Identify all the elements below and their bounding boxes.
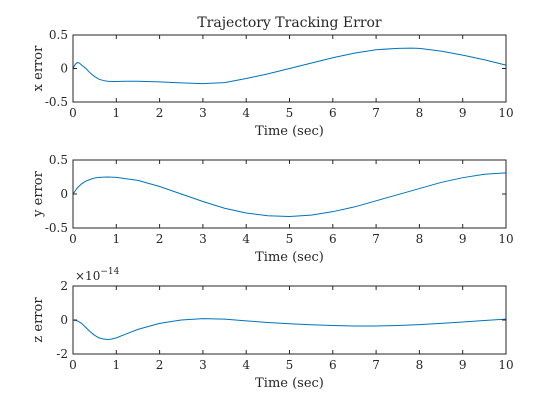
y-error-x-tick-label: 2 — [156, 232, 164, 246]
x-error-x-tick-label: 7 — [372, 106, 380, 120]
x-error-x-axis-label: Time (sec) — [255, 124, 324, 139]
y-error-x-tick-label: 10 — [498, 232, 513, 246]
z-error-x-tick-label: 0 — [69, 358, 77, 372]
x-error-y-axis-label: x error — [31, 45, 46, 91]
exponent-base: ×10 — [75, 269, 100, 283]
x-error-x-tick-label: 4 — [242, 106, 250, 120]
z-error-x-tick-label: 10 — [498, 358, 513, 372]
z-error-x-tick-label: 2 — [156, 358, 164, 372]
z-error-y-tick-label: 2 — [60, 279, 68, 293]
x-error-x-tick-label: 2 — [156, 106, 164, 120]
z-error-exponent-label: ×10−14 — [75, 267, 120, 283]
x-error-x-tick-label: 10 — [498, 106, 513, 120]
z-error-y-tick-label: 0 — [60, 313, 68, 327]
y-error-y-tick-label: 0 — [60, 187, 68, 201]
z-error-plot-area — [73, 286, 506, 354]
x-error-series-line — [72, 47, 507, 85]
y-error-x-tick-label: 6 — [329, 232, 337, 246]
x-error-y-tick-label: -0.5 — [45, 95, 68, 109]
y-error-series-line — [72, 172, 507, 217]
y-error-x-tick-label: 4 — [242, 232, 250, 246]
x-error-y-tick-label: 0.5 — [49, 28, 68, 42]
x-error-x-tick-label: 1 — [112, 106, 120, 120]
z-error-y-tick-label: -2 — [56, 347, 68, 361]
chart-title: Trajectory Tracking Error — [197, 15, 382, 31]
y-error-y-tick-label: 0.5 — [49, 153, 68, 167]
y-error-x-tick-label: 0 — [69, 232, 77, 246]
x-error-x-tick-label: 9 — [459, 106, 467, 120]
y-error-x-axis-label: Time (sec) — [255, 250, 324, 265]
x-error-x-tick-label: 5 — [286, 106, 294, 120]
z-error-y-axis-label: z error — [31, 297, 46, 343]
x-error-x-tick-label: 8 — [416, 106, 424, 120]
z-error-x-tick-label: 6 — [329, 358, 337, 372]
z-error-x-tick-label: 3 — [199, 358, 207, 372]
y-error-y-tick-label: -0.5 — [45, 221, 68, 235]
z-error-x-tick-label: 7 — [372, 358, 380, 372]
exponent-power: −14 — [100, 267, 119, 277]
y-error-x-tick-label: 9 — [459, 232, 467, 246]
z-error-series-line — [72, 318, 507, 341]
y-error-x-tick-label: 1 — [112, 232, 120, 246]
z-error-x-tick-label: 1 — [112, 358, 120, 372]
z-error-x-tick-label: 8 — [416, 358, 424, 372]
x-error-x-tick-label: 6 — [329, 106, 337, 120]
y-error-plot-area — [73, 160, 506, 228]
z-error-x-axis-label: Time (sec) — [255, 376, 324, 391]
z-error-x-tick-label: 4 — [242, 358, 250, 372]
y-error-x-tick-label: 7 — [372, 232, 380, 246]
y-error-x-tick-label: 3 — [199, 232, 207, 246]
x-error-x-tick-label: 3 — [199, 106, 207, 120]
x-error-y-tick-label: 0 — [60, 62, 68, 76]
x-error-x-tick-label: 0 — [69, 106, 77, 120]
y-error-x-tick-label: 8 — [416, 232, 424, 246]
y-error-y-axis-label: y error — [31, 170, 46, 217]
z-error-x-tick-label: 9 — [459, 358, 467, 372]
z-error-x-tick-label: 5 — [286, 358, 294, 372]
y-error-x-tick-label: 5 — [286, 232, 294, 246]
